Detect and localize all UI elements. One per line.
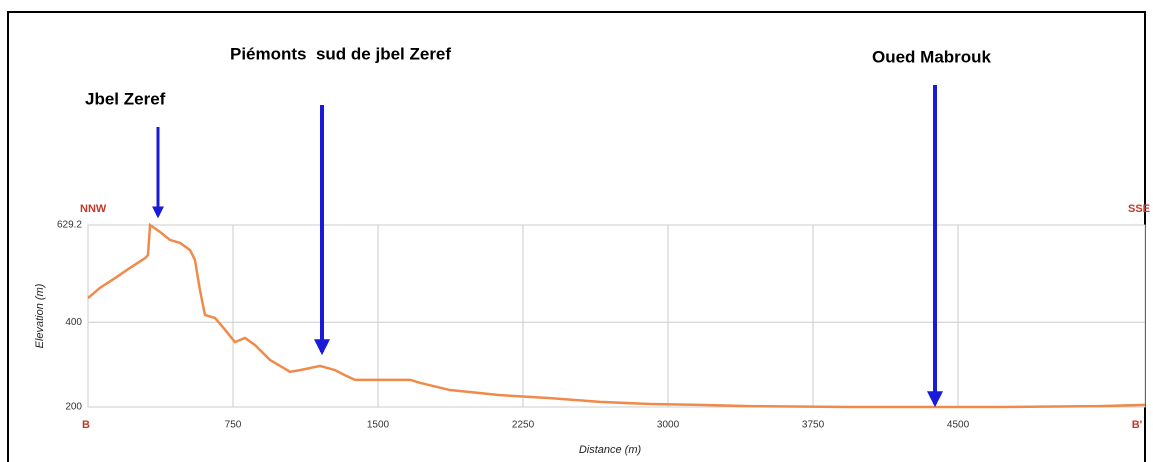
right-label: SSE	[1128, 203, 1150, 215]
elevation-line	[87, 222, 1146, 409]
x-tick-label: 4500	[947, 420, 970, 431]
x-tick-label: 2250	[512, 420, 535, 431]
x-tick-label: 3000	[657, 420, 680, 431]
plot-area	[87, 224, 1146, 408]
annotation: Piémonts sud de jbel Zeref	[230, 44, 451, 63]
y-tick-label: 200	[65, 402, 82, 413]
y-tick-label: 400	[65, 317, 82, 328]
annotation: Oued Mabrouk	[872, 47, 992, 66]
y-tick-label: 629.2	[57, 220, 82, 231]
y-axis-label: Elevation (m)	[34, 283, 46, 348]
annotation: Jbel Zeref	[85, 89, 166, 108]
left-label: NNW	[80, 203, 107, 215]
x-tick-label: 750	[225, 420, 242, 431]
x-tick-label: 3750	[802, 420, 825, 431]
x-tick-label: B'	[1132, 419, 1143, 431]
x-axis-label: Distance (m)	[579, 444, 642, 456]
x-tick-label: 1500	[367, 420, 390, 431]
x-tick-label: B	[82, 419, 90, 431]
